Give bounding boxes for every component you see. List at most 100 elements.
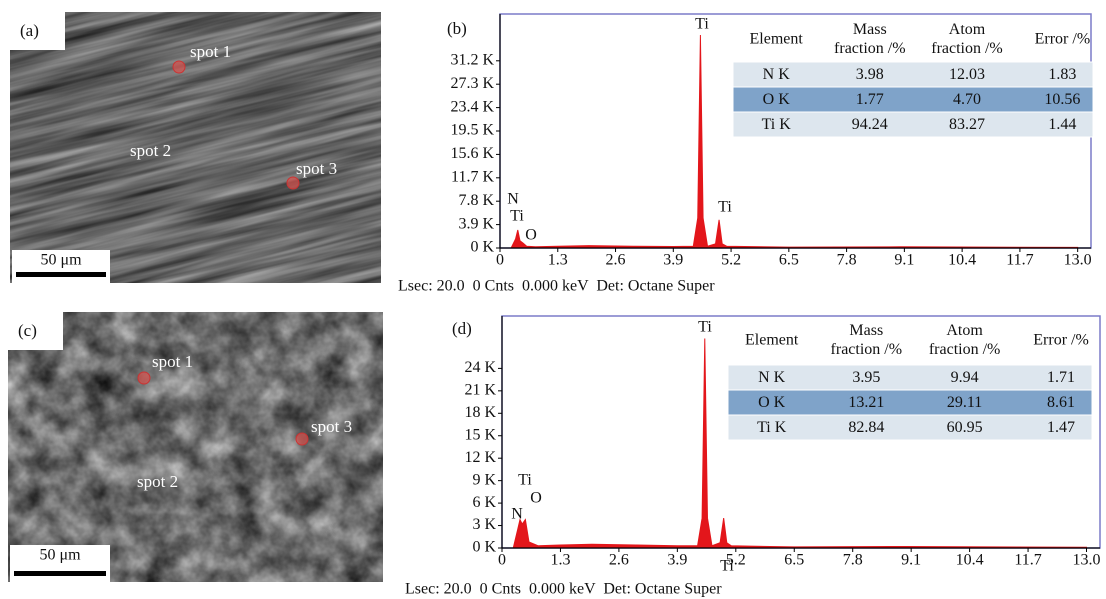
table-header: Element [750,31,804,48]
y-tick-label: 12 K [464,449,496,466]
spectrum-footer: Lsec: 20.0 0 Cnts 0.000 keV Det: Octane … [398,278,715,295]
scale-bar [16,272,106,277]
x-tick-label: 2.6 [606,252,626,269]
table-cell: 1.77 [856,91,884,108]
table-header: Mass [849,322,883,339]
table-cell: 13.21 [848,394,884,411]
x-tick-label: 3.9 [667,552,687,569]
table-cell: 1.71 [1047,369,1075,386]
x-tick-label: 11.7 [1014,552,1041,569]
table-cell: N K [763,66,791,83]
table-cell: 12.03 [949,66,985,83]
table-header: fraction /% [931,40,1003,57]
table-cell: 3.98 [856,66,884,83]
panel-label: (d) [452,319,472,338]
x-tick-label: 13.0 [1073,552,1101,569]
peak-label: Ti [518,472,532,489]
scale-bar-label: 50 μm [40,252,82,269]
spot-marker [296,433,308,445]
panel-label: (b) [447,19,467,38]
y-tick-label: 15.6 K [450,145,494,162]
x-tick-label: 13.0 [1064,252,1092,269]
table-cell: N K [758,369,786,386]
table-cell: Ti K [762,116,792,133]
x-tick-label: 0 [498,552,506,569]
table-header: fraction /% [929,341,1001,358]
peak-label: O [525,227,537,244]
spot-label: spot 1 [152,352,193,371]
x-tick-label: 9.1 [901,552,921,569]
x-tick-label: 7.8 [843,552,863,569]
table-header: Mass [853,21,887,38]
y-tick-label: 21 K [464,382,496,399]
y-tick-label: 0 K [472,539,496,556]
y-tick-label: 31.2 K [450,51,494,68]
y-tick-label: 11.7 K [451,168,494,185]
table-cell: 94.24 [852,116,888,133]
spot-label: spot 2 [137,472,178,491]
peak-label: Ti [718,199,732,216]
table-header: Element [745,332,799,349]
spot-label: spot 1 [190,42,231,61]
y-tick-label: 15 K [464,426,496,443]
table-cell: O K [758,394,786,411]
x-tick-label: 3.9 [663,252,683,269]
x-tick-label: 6.5 [779,252,799,269]
spectrum-footer: Lsec: 20.0 0 Cnts 0.000 keV Det: Octane … [405,581,722,598]
y-tick-label: 3.9 K [458,215,494,232]
x-tick-label: 1.3 [550,552,570,569]
sem-image-c [8,312,383,582]
figure: (a) spot 1 spot 2 spot 3 50 μm (c) spot 1 spot … [0,0,1106,599]
y-tick-label: 24 K [464,359,496,376]
peak-label: N [507,191,519,208]
x-tick-label: 5.2 [721,252,741,269]
peak-label: Ti [720,558,734,575]
sem-texture [8,312,383,582]
table-cell: Ti K [757,419,787,436]
spot-label: spot 2 [130,141,171,160]
table-cell: 1.83 [1048,66,1076,83]
y-tick-label: 27.3 K [450,75,494,92]
y-tick-label: 9 K [472,471,496,488]
table-header: Error /% [1033,332,1089,349]
y-tick-label: 23.4 K [450,98,494,115]
y-tick-label: 6 K [472,494,496,511]
table-header: Atom [949,21,986,38]
panel-label: (c) [18,321,37,340]
table-cell: 29.11 [947,394,982,411]
y-tick-label: 0 K [470,239,494,256]
peak-label: Ti [510,208,524,225]
spot-marker [173,61,185,73]
y-tick-label: 19.5 K [450,122,494,139]
table-cell: 8.61 [1047,394,1075,411]
peak-label: Ti [695,16,709,33]
x-tick-label: 10.4 [956,552,984,569]
table-header: Error /% [1035,31,1091,48]
table-cell: 83.27 [949,116,985,133]
x-tick-label: 2.6 [609,552,629,569]
table-header: fraction /% [834,40,906,57]
x-tick-label: 7.8 [837,252,857,269]
table-cell: 60.95 [947,419,983,436]
spot-marker [138,372,150,384]
scale-bar [14,571,106,576]
table-cell: 1.44 [1048,116,1076,133]
table-cell: 1.47 [1047,419,1075,436]
table-cell: 3.95 [852,369,880,386]
scale-bar-label: 50 μm [39,547,81,564]
peak-label: N [511,506,523,523]
spot-marker [287,177,299,189]
x-tick-label: 0 [496,252,504,269]
x-tick-label: 9.1 [894,252,914,269]
table-header: fraction /% [831,341,903,358]
x-tick-label: 6.5 [784,552,804,569]
panel-label: (a) [20,21,39,40]
table-header: Atom [946,322,983,339]
table-cell: O K [763,91,791,108]
table-cell: 10.56 [1044,91,1080,108]
table-cell: 4.70 [953,91,981,108]
spot-label: spot 3 [311,417,352,436]
x-tick-label: 11.7 [1006,252,1033,269]
x-tick-label: 10.4 [948,252,976,269]
x-tick-label: 1.3 [548,252,568,269]
